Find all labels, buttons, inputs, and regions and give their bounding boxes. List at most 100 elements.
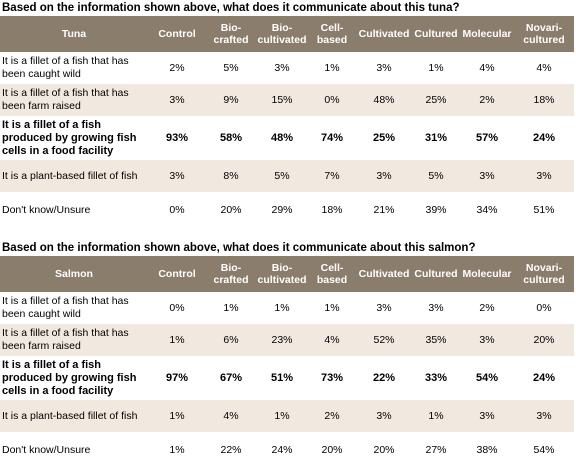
column-header: Molecular — [460, 256, 514, 292]
column-header: Bio-crafted — [206, 16, 256, 52]
column-header: Cultivated — [356, 16, 412, 52]
tuna-section: Based on the information shown above, wh… — [0, 0, 576, 228]
table-cell: 3% — [356, 160, 412, 192]
table-row: It is a fillet of a fish that has been f… — [0, 84, 574, 116]
column-header: Cell-based — [308, 16, 356, 52]
table-cell: 6% — [206, 324, 256, 356]
table-cell: 24% — [271, 444, 293, 456]
table-cell: 1% — [324, 302, 340, 314]
table-cell: 18% — [321, 204, 343, 216]
column-header: Cultured — [412, 256, 460, 292]
table-cell: 51% — [270, 372, 294, 384]
table-cell: 97% — [165, 372, 189, 384]
table-cell: 15% — [256, 84, 308, 116]
table-cell: 33% — [424, 372, 448, 384]
table-cell: 20% — [321, 444, 343, 456]
table-cell: 3% — [148, 84, 206, 116]
question-text: Based on the information shown above, wh… — [2, 242, 476, 254]
table-cell: 3% — [356, 400, 412, 432]
row-label: It is a fillet of a fish produced by gro… — [2, 358, 137, 397]
table-cell: 34% — [476, 204, 498, 216]
column-header: Control — [148, 256, 206, 292]
table-cell: 1% — [223, 302, 239, 314]
results-table: Salmon Control Bio-crafted Bio-cultivated Ce… — [0, 256, 574, 468]
table-cell: 25% — [412, 84, 460, 116]
table-cell: 52% — [356, 324, 412, 356]
table-cell: 35% — [412, 324, 460, 356]
table-cell: 54% — [533, 444, 555, 456]
table-cell: 1% — [428, 62, 444, 74]
salmon-section: Based on the information shown above, wh… — [0, 240, 576, 468]
table-cell: 1% — [324, 62, 340, 74]
table-cell: 48% — [356, 84, 412, 116]
table-cell: 4% — [536, 62, 552, 74]
table-cell: 9% — [206, 84, 256, 116]
table-cell: 73% — [320, 372, 344, 384]
table-cell: 27% — [425, 444, 447, 456]
table-cell: 1% — [148, 400, 206, 432]
table-cell: 2% — [479, 302, 495, 314]
table-cell: 23% — [256, 324, 308, 356]
table-cell: 48% — [270, 132, 294, 144]
table-cell: 2% — [460, 84, 514, 116]
row-label: It is a fillet of a fish that has been c… — [2, 295, 129, 320]
table-cell: 67% — [219, 372, 243, 384]
row-label: It is a fillet of a fish that has been f… — [0, 84, 148, 116]
column-header: Molecular — [460, 16, 514, 52]
table-cell: 1% — [274, 302, 290, 314]
table-cell: 3% — [514, 400, 574, 432]
table-cell: 5% — [256, 160, 308, 192]
header-row: Tuna Control Bio-crafted Bio-cultivated Cell… — [0, 16, 574, 52]
table-cell: 5% — [223, 62, 239, 74]
fish-header: Salmon — [0, 256, 148, 292]
table-cell: 20% — [373, 444, 395, 456]
table-row: It is a fillet of a fish that has been c… — [0, 52, 574, 84]
table-cell: 3% — [376, 62, 392, 74]
question-text: Based on the information shown above, wh… — [2, 2, 460, 14]
table-cell: 8% — [206, 160, 256, 192]
row-label: It is a fillet of a fish that has been f… — [0, 324, 148, 356]
row-label: It is a fillet of a fish produced by gro… — [2, 118, 137, 157]
table-row: It is a fillet of a fish that has been c… — [0, 292, 574, 324]
table-cell: 1% — [148, 324, 206, 356]
table-cell: 1% — [169, 444, 185, 456]
table-cell: 5% — [412, 160, 460, 192]
table-cell: 1% — [412, 400, 460, 432]
table-cell: 0% — [536, 302, 552, 314]
table-cell: 20% — [514, 324, 574, 356]
table-cell: 21% — [373, 204, 395, 216]
table-cell: 0% — [308, 84, 356, 116]
table-cell: 3% — [460, 324, 514, 356]
header-row: Salmon Control Bio-crafted Bio-cultivated Ce… — [0, 256, 574, 292]
table-cell: 24% — [532, 132, 556, 144]
table-cell: 3% — [148, 160, 206, 192]
row-label: It is a fillet of a fish that has been c… — [2, 55, 129, 80]
table-cell: 93% — [165, 132, 189, 144]
table-cell: 20% — [220, 204, 242, 216]
column-header: Novari-cultured — [514, 16, 574, 52]
column-header: Cultured — [412, 16, 460, 52]
column-header: Cultivated — [356, 256, 412, 292]
results-table: Tuna Control Bio-crafted Bio-cultivated Cell… — [0, 16, 574, 228]
column-header: Bio-cultivated — [256, 16, 308, 52]
table-cell: 3% — [514, 160, 574, 192]
table-row: Don't know/Unsure 1% 22% 24% 20% 20% 27% 38% 54% — [0, 432, 574, 468]
column-header: Novari-cultured — [514, 256, 574, 292]
table-row: It is a plant-based fillet of fish 3% 8% 5%… — [0, 160, 574, 192]
column-header: Cell-based — [308, 256, 356, 292]
table-cell: 2% — [308, 400, 356, 432]
table-row: It is a fillet of a fish that has been f… — [0, 324, 574, 356]
table-row: It is a plant-based fillet of fish 1% 4% 1%… — [0, 400, 574, 432]
table-cell: 4% — [206, 400, 256, 432]
table-cell: 18% — [514, 84, 574, 116]
table-cell: 4% — [479, 62, 495, 74]
row-label: Don't know/Unsure — [2, 203, 91, 216]
table-cell: 3% — [274, 62, 290, 74]
table-cell: 25% — [372, 132, 396, 144]
column-header: Bio-crafted — [206, 256, 256, 292]
table-cell: 0% — [169, 204, 185, 216]
table-cell: 3% — [460, 160, 514, 192]
row-label: It is a plant-based fillet of fish — [0, 160, 148, 192]
table-cell: 58% — [219, 132, 243, 144]
